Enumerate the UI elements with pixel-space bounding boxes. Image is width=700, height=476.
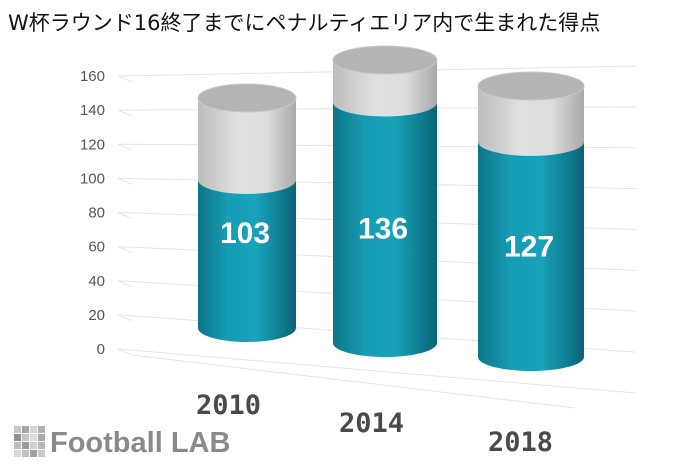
value-labels: 103 136 127	[220, 212, 554, 263]
brand-square	[22, 426, 29, 433]
value-label: 136	[358, 212, 408, 245]
brand-square	[22, 450, 29, 457]
bar-2014	[332, 45, 438, 357]
brand-square	[30, 434, 37, 441]
bar-2018	[477, 71, 585, 371]
bar-2010	[197, 83, 297, 342]
bar-top	[332, 45, 438, 75]
x-axis-categories: 2010 2014 2018	[196, 390, 553, 458]
brand-square	[38, 442, 45, 449]
y-tick-label: 120	[80, 136, 105, 153]
gridline-tail-80	[117, 212, 133, 219]
bar-body	[198, 179, 296, 342]
bars	[197, 45, 585, 371]
y-tick-label: 80	[88, 205, 105, 222]
gridline-tail-60	[117, 246, 133, 254]
brand-square	[22, 442, 29, 449]
brand-square	[38, 426, 45, 433]
brand-square	[30, 450, 37, 457]
gridline-tail-120	[117, 143, 133, 151]
x-category-label: 2010	[196, 390, 261, 421]
y-tick-label: 160	[80, 68, 105, 85]
y-tick-label: 140	[80, 102, 105, 119]
bar-remainder	[333, 60, 438, 117]
gridline-0	[117, 348, 637, 394]
gridline-tail-160	[117, 75, 133, 83]
value-label: 127	[504, 231, 554, 264]
brand-square	[14, 450, 21, 457]
y-tick-label: 100	[80, 170, 105, 187]
brand-square	[38, 450, 45, 457]
y-tick-label: 0	[97, 341, 105, 358]
brand-square	[30, 426, 37, 433]
brand-name: Football LAB	[50, 427, 230, 459]
chart-title: W杯ラウンド16終了までにペナルティエリア内で生まれた得点	[8, 11, 600, 35]
gridline-tail-140	[117, 109, 133, 117]
x-category-label: 2018	[488, 427, 553, 458]
gridline-tail-100	[117, 177, 133, 185]
gridline-tail-20	[117, 314, 133, 322]
bar-top	[197, 83, 297, 113]
y-axis-ticks: 0 20 40 60 80 100 120 140 160	[80, 68, 105, 358]
gridline-tail-0	[117, 348, 133, 356]
floor-edge	[131, 354, 576, 409]
bar-top	[477, 71, 585, 101]
brand-square	[14, 442, 21, 449]
bar-remainder	[198, 98, 296, 194]
brand-logo: Football LAB	[14, 426, 230, 459]
brand-square	[30, 442, 37, 449]
grid-squares-icon	[14, 426, 45, 457]
bar-body	[478, 141, 584, 371]
y-tick-label: 20	[88, 307, 105, 324]
y-tick-label: 60	[88, 239, 105, 256]
y-tick-label: 40	[88, 273, 105, 290]
brand-square	[14, 426, 21, 433]
brand-square	[14, 434, 21, 441]
brand-square	[38, 434, 45, 441]
x-category-label: 2014	[339, 408, 404, 439]
brand-square	[22, 434, 29, 441]
bar-remainder	[478, 86, 584, 156]
value-label: 103	[220, 217, 270, 250]
gridline-tail-40	[117, 280, 133, 288]
bar-body	[333, 102, 437, 357]
